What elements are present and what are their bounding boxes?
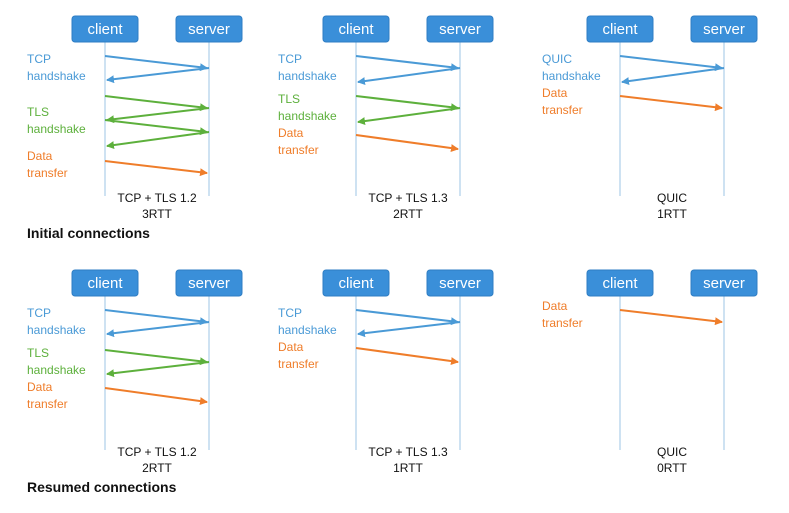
server-box [426, 269, 494, 297]
tls-message-arrow [355, 95, 459, 112]
server-box [690, 15, 758, 43]
tcp-message-arrow [106, 321, 210, 338]
data-stage-label: Data [27, 380, 53, 394]
tcp-message-arrow [106, 67, 210, 84]
tls-stage-label: TLS [27, 105, 49, 119]
client-label: client [338, 275, 374, 292]
tcp-stage-label: handshake [278, 69, 337, 83]
server-box [690, 269, 758, 297]
client-box [586, 15, 654, 43]
panel-caption: TCP + TLS 1.2 [117, 191, 197, 205]
tls-stage-label: TLS [27, 346, 49, 360]
tls-message-arrow [104, 95, 208, 112]
panels: client server TCP handshake TLS handshake Data… [27, 15, 758, 475]
tcp-message-arrow [357, 67, 461, 86]
client-label: client [602, 21, 638, 38]
panel-caption: 0RTT [657, 461, 687, 475]
tcp-stage-label: TCP [27, 306, 51, 320]
tcp-message-arrow [357, 321, 461, 338]
server-box [175, 269, 243, 297]
panel-caption: TCP + TLS 1.2 [117, 445, 197, 459]
panel-caption: QUIC [657, 191, 687, 205]
panel-p5: client server Data transfer QUIC 0RTT [542, 269, 758, 475]
tls-stage-label: TLS [278, 92, 300, 106]
tls-message-arrow [104, 119, 208, 136]
panel-caption: 1RTT [393, 461, 423, 475]
tcp-message-arrow [355, 309, 459, 326]
tcp-message-arrow [104, 55, 208, 72]
quic-message-arrow [621, 67, 725, 86]
data-stage-label: transfer [27, 166, 68, 180]
tcp-stage-label: handshake [27, 323, 86, 337]
panel-caption: 1RTT [657, 207, 687, 221]
data-stage-label: Data [542, 86, 568, 100]
data-stage-label: Data [278, 126, 304, 140]
client-box [71, 269, 139, 297]
client-box [71, 15, 139, 43]
server-label: server [703, 21, 745, 38]
data-stage-label: transfer [542, 316, 583, 330]
tls-stage-label: handshake [27, 122, 86, 136]
server-box [175, 15, 243, 43]
client-label: client [87, 21, 123, 38]
data-stage-label: transfer [27, 397, 68, 411]
panel-p2: client server QUIC handshake Data transfer QUI… [542, 15, 758, 221]
tls-message-arrow [106, 131, 210, 150]
panel-caption: TCP + TLS 1.3 [368, 445, 448, 459]
client-label: client [338, 21, 374, 38]
quic-stage-label: QUIC [542, 52, 572, 66]
tls-message-arrow [106, 107, 210, 124]
server-label: server [703, 275, 745, 292]
data-stage-label: transfer [278, 357, 319, 371]
server-box [426, 15, 494, 43]
panel-caption: TCP + TLS 1.3 [368, 191, 448, 205]
panel-caption: QUIC [657, 445, 687, 459]
tcp-stage-label: TCP [27, 52, 51, 66]
tcp-stage-label: handshake [278, 323, 337, 337]
tcp-stage-label: TCP [278, 52, 302, 66]
section-title-resumed: Resumed connections [27, 479, 177, 495]
tcp-stage-label: TCP [278, 306, 302, 320]
section-title-initial: Initial connections [27, 225, 150, 241]
tls-stage-label: handshake [278, 109, 337, 123]
tcp-message-arrow [355, 55, 459, 72]
data-message-arrow [619, 309, 723, 326]
client-box [586, 269, 654, 297]
panel-caption: 2RTT [393, 207, 423, 221]
client-box [322, 269, 390, 297]
panel-p1: client server TCP handshake TLS handshake Data… [278, 15, 494, 221]
client-box [322, 15, 390, 43]
tls-stage-label: handshake [27, 363, 86, 377]
panel-caption: 3RTT [142, 207, 172, 221]
client-label: client [602, 275, 638, 292]
data-message-arrow [619, 95, 723, 112]
panel-p0: client server TCP handshake TLS handshake Data… [27, 15, 243, 221]
tls-message-arrow [357, 107, 461, 126]
tls-message-arrow [106, 361, 210, 378]
panel-caption: 2RTT [142, 461, 172, 475]
server-label: server [439, 21, 481, 38]
tcp-stage-label: handshake [27, 69, 86, 83]
quic-stage-label: handshake [542, 69, 601, 83]
data-message-arrow [104, 160, 208, 177]
panel-p3: client server TCP handshake TLS handshake Data… [27, 269, 243, 475]
data-stage-label: Data [27, 149, 53, 163]
quic-message-arrow [619, 55, 723, 72]
data-stage-label: Data [278, 340, 304, 354]
data-message-arrow [355, 134, 459, 153]
server-label: server [188, 21, 230, 38]
client-label: client [87, 275, 123, 292]
tcp-message-arrow [104, 309, 208, 326]
data-stage-label: Data [542, 299, 568, 313]
panel-p4: client server TCP handshake Data transfer TCP … [278, 269, 494, 475]
data-stage-label: transfer [542, 103, 583, 117]
data-stage-label: transfer [278, 143, 319, 157]
tls-message-arrow [104, 349, 208, 366]
server-label: server [188, 275, 230, 292]
data-message-arrow [355, 347, 459, 366]
server-label: server [439, 275, 481, 292]
data-message-arrow [104, 387, 208, 406]
